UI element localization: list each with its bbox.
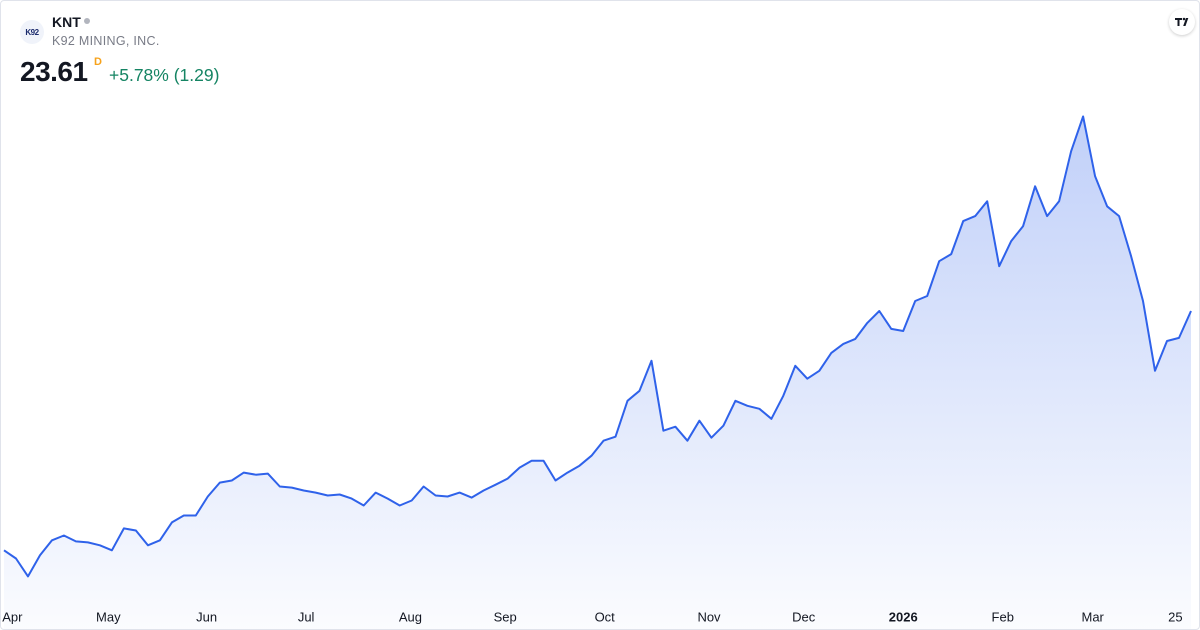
interval: D xyxy=(94,56,102,68)
last-price: 23.61 xyxy=(20,56,88,87)
price-change: +5.78% (1.29) xyxy=(109,65,220,85)
x-tick-label: Mar xyxy=(1081,609,1104,624)
x-tick-label: Aug xyxy=(399,609,422,624)
status-dot xyxy=(84,18,90,24)
x-tick-label: Feb xyxy=(992,609,1014,624)
x-tick-label: Jun xyxy=(196,609,217,624)
x-tick-label: Apr xyxy=(2,609,23,624)
x-tick-label: 2026 xyxy=(889,609,918,624)
x-tick-label: Nov xyxy=(697,609,721,624)
symbol[interactable]: KNT xyxy=(52,14,81,30)
x-tick-label: Sep xyxy=(494,609,517,624)
x-tick-label: May xyxy=(96,609,121,624)
company-logo: K92 xyxy=(20,20,44,44)
x-tick-label: Jul xyxy=(298,609,315,624)
x-tick-label: Oct xyxy=(595,609,616,624)
area-fill xyxy=(4,116,1191,629)
x-tick-label: 25 xyxy=(1168,609,1182,624)
x-tick-label: Dec xyxy=(792,609,816,624)
price-line xyxy=(3,115,1192,578)
tradingview-icon xyxy=(1175,17,1189,26)
tradingview-logo[interactable] xyxy=(1169,9,1195,35)
company-name: K92 MINING, INC. xyxy=(52,34,160,48)
